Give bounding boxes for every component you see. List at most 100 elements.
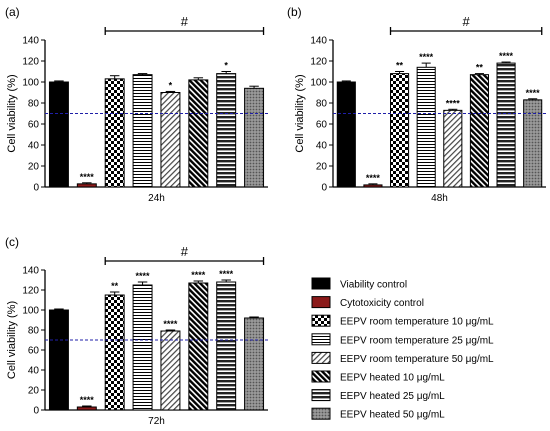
bar	[469, 74, 489, 188]
y-tick-label: 100	[310, 78, 327, 89]
legend-label: EEPV heated 25 μg/mL	[340, 391, 445, 402]
y-tick-label: 100	[22, 306, 39, 317]
legend-swatch	[311, 370, 331, 383]
bar	[48, 81, 69, 188]
bar	[48, 309, 69, 411]
y-tick-label: 140	[22, 266, 39, 277]
bar	[523, 99, 543, 188]
y-axis-label: Cell viability (%)	[6, 74, 18, 152]
legend-label: EEPV room temperature 10 μg/mL	[340, 317, 494, 328]
legend-swatch	[311, 277, 331, 290]
bar	[104, 78, 125, 188]
legend-item: EEPV room temperature 25 μg/mL	[311, 333, 494, 346]
bar	[443, 109, 463, 188]
y-tick-label: 80	[28, 326, 40, 337]
panel-label: (c)	[5, 235, 19, 249]
bar	[416, 66, 436, 188]
panel-label: (a)	[5, 5, 20, 19]
y-tick-label: 60	[28, 120, 40, 131]
significance-label: ****	[219, 269, 234, 279]
legend-item: EEPV heated 25 μg/mL	[311, 389, 445, 402]
legend-swatch	[311, 351, 331, 364]
y-tick-label: 120	[310, 57, 327, 68]
legend-swatch	[311, 314, 331, 327]
bar	[216, 73, 237, 188]
y-tick-label: 20	[28, 386, 40, 397]
y-tick-label: 80	[316, 99, 328, 110]
legend-swatch	[311, 389, 331, 402]
significance-label: ****	[163, 319, 178, 329]
panel-label: (b)	[287, 5, 302, 19]
legend-label: EEPV room temperature 50 μg/mL	[340, 354, 494, 365]
bar	[188, 282, 209, 411]
bar	[76, 406, 97, 411]
y-axis-label: Cell viability (%)	[294, 74, 306, 152]
bar	[188, 79, 209, 188]
y-tick-label: 40	[316, 141, 328, 152]
legend-swatch	[311, 333, 331, 346]
y-tick-label: 80	[28, 99, 40, 110]
y-tick-label: 0	[33, 406, 39, 417]
significance-label: ****	[526, 88, 541, 98]
x-axis-label: 72h	[148, 416, 165, 427]
bar	[104, 294, 125, 411]
legend-item: EEPV heated 10 μg/mL	[311, 370, 445, 384]
legend-item: EEPV heated 50 μg/mL	[311, 407, 445, 421]
bar	[390, 73, 410, 188]
x-axis-label: 48h	[431, 193, 448, 204]
significance-label: ****	[80, 172, 95, 182]
bar	[363, 184, 383, 188]
y-tick-label: 60	[28, 346, 40, 357]
x-axis-label: 24h	[148, 193, 165, 204]
y-tick-label: 40	[28, 141, 40, 152]
y-tick-label: 60	[316, 120, 328, 131]
y-tick-label: 140	[310, 36, 327, 47]
significance-label: **	[476, 63, 484, 73]
chart-panels: (a) Cell viability (%) 0 20 40 60 80 100 120 140 *…	[5, 5, 546, 427]
y-tick-label: 120	[22, 57, 39, 68]
chart-panel-1: (a) Cell viability (%) 0 20 40 60 80 100 120 140 *…	[5, 5, 268, 204]
significance-label: *	[169, 80, 173, 90]
bar	[76, 183, 97, 188]
y-tick-label: 120	[22, 286, 39, 297]
bar	[160, 330, 181, 411]
significance-label: ****	[136, 271, 151, 281]
significance-label: *	[224, 61, 228, 71]
legend-item: EEPV room temperature 10 μg/mL	[311, 314, 494, 328]
bar	[244, 317, 265, 411]
bar	[216, 281, 237, 411]
y-tick-label: 140	[22, 36, 39, 47]
y-tick-label: 40	[28, 366, 40, 377]
y-axis-label: Cell viability (%)	[6, 301, 18, 379]
significance-label: **	[396, 61, 404, 71]
legend-label: EEPV room temperature 25 μg/mL	[340, 335, 494, 346]
legend-label: EEPV heated 50 μg/mL	[340, 410, 445, 421]
legend-item: Viability control	[311, 277, 407, 291]
bar	[160, 92, 181, 188]
y-tick-label: 0	[33, 183, 39, 194]
y-tick-label: 20	[28, 162, 40, 173]
legend-swatch	[311, 407, 331, 420]
bar	[496, 62, 516, 188]
y-tick-label: 100	[22, 78, 39, 89]
bar	[244, 87, 265, 188]
significance-label: ****	[366, 173, 381, 183]
legend-label: Viability control	[340, 280, 407, 291]
significance-label: **	[111, 281, 119, 291]
legend-item: EEPV room temperature 50 μg/mL	[311, 351, 494, 365]
legend: Viability control Cytotoxicity control EEP…	[311, 277, 494, 421]
group-marker: #	[463, 14, 471, 29]
legend-label: Cytotoxicity control	[340, 298, 424, 309]
y-tick-label: 20	[316, 162, 328, 173]
group-marker: #	[181, 14, 189, 29]
chart-panel-2: (b) Cell viability (%) 0 20 40 60 80 100 120 140 *…	[287, 5, 546, 204]
chart-panel-3: (c) Cell viability (%) 0 20 40 60 80 100 120 140 *…	[5, 235, 268, 427]
bar	[132, 284, 153, 411]
legend-item: Cytotoxicity control	[311, 296, 424, 309]
significance-label: ****	[191, 270, 206, 280]
significance-label: ****	[80, 395, 95, 405]
y-tick-label: 0	[321, 183, 327, 194]
legend-label: EEPV heated 10 μg/mL	[340, 373, 445, 384]
significance-label: ****	[499, 51, 514, 61]
